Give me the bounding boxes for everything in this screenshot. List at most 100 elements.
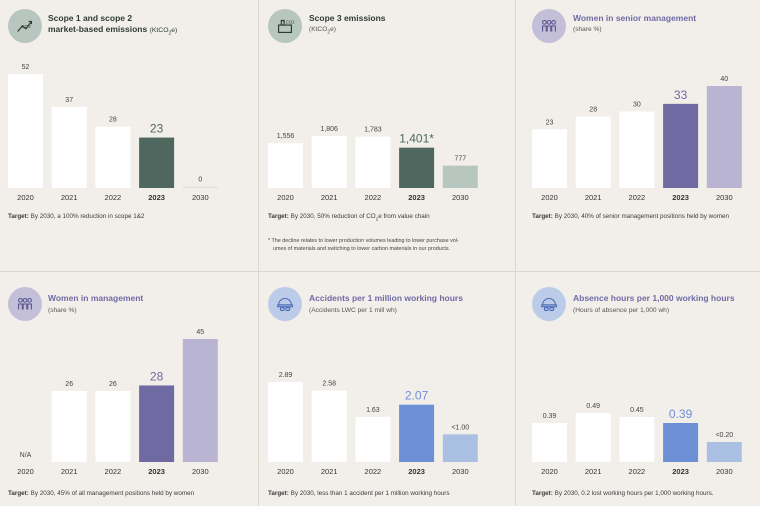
category-label-2021: 2021 — [61, 467, 78, 476]
bar-2020 — [8, 74, 43, 188]
svg-text:CO2: CO2 — [21, 24, 31, 29]
value-label-2022: 0.45 — [630, 407, 644, 414]
bar-2021 — [311, 136, 347, 188]
chart-title: Scope 1 and scope 2 market-based emissio… — [48, 13, 178, 37]
value-label-2023: 1,401* — [399, 132, 434, 146]
category-label-2020: 2020 — [541, 193, 558, 202]
bar-chart: 52 2020 37 2021 28 2022 23 2023 0 2030 — [8, 64, 218, 202]
bar-2021 — [575, 413, 611, 462]
chart-subtitle: (Accidents LWC per 1 mill wh) — [309, 307, 397, 314]
bar-2022 — [355, 136, 391, 188]
target-text: Target: By 2030, 0.2 lost working hours … — [532, 490, 714, 497]
bar-2022 — [95, 390, 131, 462]
category-label-2021: 2021 — [585, 467, 602, 476]
bar-2022 — [619, 417, 655, 462]
divider — [258, 0, 259, 506]
category-label-2030: 2030 — [716, 467, 733, 476]
value-label-2021: 26 — [65, 381, 73, 388]
bar-2030 — [442, 165, 478, 188]
bar-2023 — [663, 103, 699, 188]
bar-2023 — [139, 137, 175, 188]
value-label-2020: 2.89 — [279, 372, 293, 379]
bar-2020 — [268, 143, 303, 188]
value-label-2021: 1,806 — [320, 126, 338, 133]
co2-reduction-icon: CO2 — [8, 9, 42, 43]
value-label-2023: 23 — [150, 122, 164, 136]
category-label-2022: 2022 — [365, 193, 382, 202]
people-group-icon — [8, 287, 42, 321]
value-label-2030: <0.20 — [715, 432, 733, 439]
bar-2021 — [51, 390, 87, 462]
value-label-2020: N/A — [20, 452, 32, 459]
value-label-2020: 0.39 — [543, 413, 557, 420]
bar-2023 — [399, 147, 435, 188]
category-label-2023: 2023 — [408, 193, 425, 202]
value-label-2021: 28 — [589, 107, 597, 114]
divider — [0, 271, 760, 272]
category-label-2022: 2022 — [629, 467, 646, 476]
bar-chart: 2.89 2020 2.58 2021 1.63 2022 2.07 2023 <1.00 203… — [268, 372, 478, 476]
value-label-2022: 1.63 — [366, 407, 380, 414]
category-label-2022: 2022 — [105, 467, 122, 476]
bar-2020 — [268, 382, 303, 462]
category-label-2020: 2020 — [277, 193, 294, 202]
target-text: Target: By 2030, 45% of all management p… — [8, 490, 195, 497]
chart-subtitle: (share %) — [48, 307, 77, 314]
target-text: Target: By 2030, a 100% reduction in sco… — [8, 213, 145, 220]
target-text: Target: By 2030, 50% reduction of CO2e f… — [268, 213, 430, 222]
category-label-2022: 2022 — [365, 467, 382, 476]
chart-title: Accidents per 1 million working hours — [309, 293, 463, 303]
category-label-2021: 2021 — [321, 467, 338, 476]
value-label-2021: 37 — [65, 97, 73, 104]
value-label-2030: 777 — [454, 156, 466, 163]
chart-title: Scope 3 emissions — [309, 13, 386, 23]
value-label-2020: 1,556 — [277, 133, 295, 140]
safety-helmet-icon — [532, 287, 566, 321]
category-label-2030: 2030 — [716, 193, 733, 202]
divider — [515, 0, 516, 506]
bar-chart: 1,556 2020 1,806 2021 1,783 2022 1,401* 2023 777… — [268, 126, 478, 202]
bar-2022 — [95, 126, 131, 188]
chart-title: Women in senior management — [573, 13, 697, 23]
value-label-2030: 45 — [196, 329, 204, 336]
bar-2030 — [706, 442, 742, 462]
bar-chart: 0.39 2020 0.49 2021 0.45 2022 0.39 2023 <0.20 203… — [532, 403, 742, 476]
value-label-2023: 2.07 — [405, 389, 429, 403]
chart-title: Women in management — [48, 293, 144, 303]
bar-2023 — [139, 385, 175, 462]
value-label-2030: <1.00 — [451, 424, 469, 431]
bar-2021 — [311, 390, 347, 462]
bar-2021 — [51, 106, 87, 188]
category-label-2030: 2030 — [192, 193, 209, 202]
bar-2030 — [182, 339, 218, 462]
value-label-2022: 30 — [633, 102, 641, 109]
value-label-2021: 2.58 — [322, 381, 336, 388]
bar-2023 — [663, 423, 699, 462]
value-label-2020: 23 — [546, 119, 554, 126]
bar-chart: N/A 2020 26 2021 26 2022 28 2023 45 2030 — [17, 329, 218, 476]
svg-text:CO2: CO2 — [286, 19, 295, 24]
bar-2020 — [532, 129, 567, 188]
category-label-2020: 2020 — [17, 193, 34, 202]
bar-chart: 23 2020 28 2021 30 2022 33 2023 40 2030 — [532, 76, 742, 202]
category-label-2023: 2023 — [408, 467, 425, 476]
value-label-2030: 0 — [198, 177, 202, 184]
category-label-2023: 2023 — [672, 193, 689, 202]
people-group-icon — [532, 9, 566, 43]
value-label-2020: 52 — [22, 64, 30, 71]
category-label-2021: 2021 — [585, 193, 602, 202]
bar-2030 — [182, 186, 218, 188]
bar-2023 — [399, 404, 435, 462]
category-label-2021: 2021 — [321, 193, 338, 202]
category-label-2022: 2022 — [629, 193, 646, 202]
chart-subtitle: (KtCO2e) — [309, 26, 336, 36]
bar-2022 — [619, 111, 655, 188]
safety-helmet-icon — [268, 287, 302, 321]
category-label-2021: 2021 — [61, 193, 78, 202]
value-label-2023: 0.39 — [669, 407, 693, 421]
category-label-2020: 2020 — [541, 467, 558, 476]
category-label-2023: 2023 — [148, 467, 165, 476]
chart-title: Absence hours per 1,000 working hours — [573, 293, 735, 303]
target-text: Target: By 2030, 40% of senior managemen… — [532, 213, 729, 220]
bar-2020 — [532, 423, 567, 462]
